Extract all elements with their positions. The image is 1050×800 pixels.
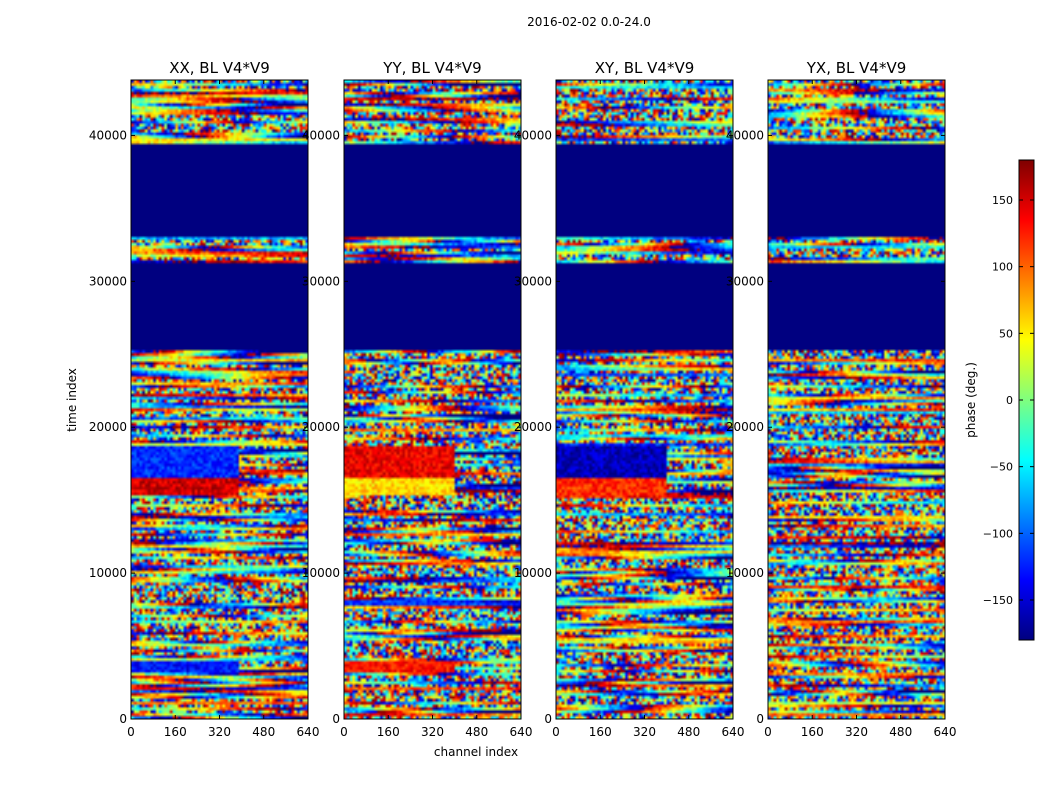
panel-xy-ytick-label: 40000 [514, 128, 552, 142]
colorbar-tick-label: 0 [1006, 394, 1013, 407]
panel-yy-ytick-label: 10000 [302, 566, 340, 580]
colorbar-tick-label: 150 [992, 194, 1013, 207]
colorbar-label: phase (deg.) [964, 362, 978, 438]
panel-yx-ytick-label: 40000 [726, 128, 764, 142]
panel-xy-xtick-label: 160 [589, 725, 612, 739]
panel-yx-xtick-label: 0 [764, 725, 772, 739]
colorbar-tick-label: 100 [992, 261, 1013, 274]
panel-xy-ytick-label: 0 [544, 712, 552, 726]
panel-yy-ytick-label: 20000 [302, 420, 340, 434]
colorbar-ticks: −150 −100 −50 0 50 100 150 [983, 194, 1034, 607]
figure-title: 2016-02-02 0.0-24.0 [527, 15, 651, 29]
panel-yx-ytick-label: 0 [756, 712, 764, 726]
colorbar: −150 −100 −50 0 50 100 150 phase (deg.) [964, 159, 1035, 641]
panel-xx-xtick-label: 480 [252, 725, 275, 739]
panel-yy-xtick-label: 320 [421, 725, 444, 739]
panel-xy-xtick-label: 320 [633, 725, 656, 739]
panel-xx-xtick-label: 160 [164, 725, 187, 739]
colorbar-tick-label: −100 [983, 527, 1013, 540]
panel-yx-xtick-label: 480 [889, 725, 912, 739]
panel-yx-ytick-label: 30000 [726, 274, 764, 288]
x-axis-label: channel index [434, 745, 518, 759]
panel-xx: XX, BL V4*V9 0 160 320 480 640 0 10000 20000 3000… [89, 59, 320, 739]
panel-yx-xtick-label: 320 [845, 725, 868, 739]
panel-xy-title: XY, BL V4*V9 [595, 59, 695, 77]
panel-yy: YY, BL V4*V9 0 160 320 480 640 0 10000 20000 3000… [302, 59, 533, 739]
panels-layer: XX, BL V4*V9 0 160 320 480 640 0 10000 20000 3000… [89, 59, 957, 739]
panel-xy-image [556, 80, 733, 719]
colorbar-tick-label: −150 [983, 594, 1013, 607]
panel-yy-xtick-label: 480 [465, 725, 488, 739]
panel-xx-xtick-label: 640 [297, 725, 320, 739]
panel-xx-title: XX, BL V4*V9 [169, 59, 270, 77]
panel-xy: XY, BL V4*V9 0 160 320 480 640 0 10000 20000 3000… [514, 59, 745, 739]
panel-xx-ytick-label: 30000 [89, 274, 127, 288]
panel-xy-xtick-label: 480 [677, 725, 700, 739]
panel-xy-ytick-label: 30000 [514, 274, 552, 288]
panel-xy-xtick-label: 640 [722, 725, 745, 739]
panel-xx-xtick-label: 0 [127, 725, 135, 739]
panel-yx-title: YX, BL V4*V9 [806, 59, 907, 77]
panel-yy-ytick-label: 40000 [302, 128, 340, 142]
panel-yy-title: YY, BL V4*V9 [382, 59, 481, 77]
panel-xx-ytick-label: 10000 [89, 566, 127, 580]
y-axis-label: time index [65, 368, 79, 432]
panel-yx-ytick-label: 10000 [726, 566, 764, 580]
panel-xx-ytick-label: 40000 [89, 128, 127, 142]
panel-xx-ytick-label: 20000 [89, 420, 127, 434]
panel-yy-xtick-label: 640 [510, 725, 533, 739]
panel-yx-image [768, 80, 945, 719]
panel-yy-xtick-label: 0 [340, 725, 348, 739]
panel-yy-ytick-label: 30000 [302, 274, 340, 288]
panel-xy-ytick-label: 20000 [514, 420, 552, 434]
panel-yx-xtick-label: 160 [801, 725, 824, 739]
panel-yy-ytick-label: 0 [332, 712, 340, 726]
colorbar-tick-label: −50 [990, 461, 1013, 474]
panel-xx-image [131, 80, 308, 719]
panel-yx-xtick-label: 640 [934, 725, 957, 739]
panel-yx-ytick-label: 20000 [726, 420, 764, 434]
panel-yy-xtick-label: 160 [377, 725, 400, 739]
panel-yy-image [344, 80, 521, 719]
panel-yx: YX, BL V4*V9 0 160 320 480 640 0 10000 20000 3000… [726, 59, 957, 739]
panel-xx-ytick-label: 0 [119, 712, 127, 726]
panel-xy-ytick-label: 10000 [514, 566, 552, 580]
panel-xy-xtick-label: 0 [552, 725, 560, 739]
colorbar-tick-label: 50 [999, 327, 1013, 340]
panel-xx-xtick-label: 320 [208, 725, 231, 739]
